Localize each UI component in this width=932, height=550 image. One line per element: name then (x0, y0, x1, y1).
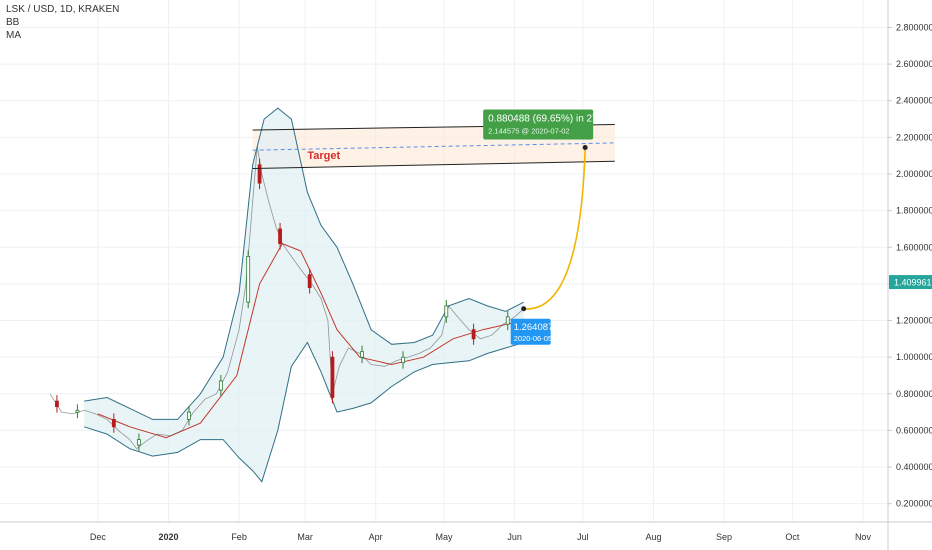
candle-body-13 (444, 305, 449, 318)
y-tick-label-12: 2.600000 (896, 59, 932, 69)
x-tick-label-8: Aug (645, 532, 661, 542)
y-tick-label-13: 2.800000 (896, 22, 932, 32)
x-tick-label-11: Nov (855, 532, 872, 542)
candle-body-4 (187, 411, 191, 420)
y-tick-label-3: 0.800000 (896, 389, 932, 399)
y-tick-label-0: 0.200000 (896, 499, 932, 509)
y-tick-label-4: 1.000000 (896, 352, 932, 362)
y-tick-label-1: 0.400000 (896, 462, 932, 472)
price-series-line (49, 146, 524, 450)
candle-body-1 (75, 409, 80, 413)
candle-body-3 (136, 439, 141, 446)
y-tick-label-5: 1.200000 (896, 316, 932, 326)
candle-body-9 (307, 274, 312, 288)
ma-line (97, 242, 524, 439)
symbol-title: LSK / USD, 1D, KRAKEN (6, 4, 120, 15)
candle-body-12 (401, 356, 405, 364)
target-mid-line (252, 142, 615, 151)
x-tick-label-3: Mar (297, 532, 313, 542)
candle-body-0 (55, 400, 59, 408)
candle-body-15 (505, 316, 510, 325)
x-tick-label-9: Sep (716, 532, 732, 542)
candle-body-8 (278, 228, 282, 245)
candle-body-7 (257, 164, 262, 184)
start-label-box (510, 318, 551, 345)
y-tick-label-2: 0.600000 (896, 425, 932, 435)
candle-body-11 (360, 351, 364, 358)
target-label: Target (307, 150, 340, 162)
start-price-text: 1.264087 (514, 322, 554, 333)
last-price-text: 1.409961 (894, 278, 932, 288)
bb-fill (84, 108, 524, 482)
y-tick-label-8: 1.800000 (896, 206, 932, 216)
measure-sub-text: 2.144575 @ 2020-07-02 (488, 127, 569, 136)
measure-label-text: 0.880488 (69.65%) in 27d (488, 114, 603, 125)
x-tick-label-2: Feb (231, 532, 247, 542)
y-tick-label-7: 1.600000 (896, 242, 932, 252)
indicator-bb-label[interactable]: BB (6, 17, 20, 28)
indicator-ma-label[interactable]: MA (6, 30, 21, 41)
y-tick-label-11: 2.400000 (896, 96, 932, 106)
x-tick-label-4: Apr (369, 532, 383, 542)
projection-end-dot (582, 145, 588, 151)
measure-label-box (483, 109, 594, 140)
projection-start-dot (521, 306, 527, 312)
candle-body-2 (111, 419, 116, 428)
candle-body-5 (218, 380, 223, 391)
target-lower-line (252, 160, 615, 169)
bb-lower-line (84, 341, 524, 483)
candle-body-14 (471, 329, 476, 340)
x-tick-label-5: May (435, 532, 453, 542)
x-tick-label-7: Jul (577, 532, 589, 542)
start-date-text: 2020-06-05 (514, 334, 552, 343)
last-price-tag (889, 275, 932, 290)
x-tick-label-0: Dec (90, 532, 107, 542)
y-tick-label-9: 2.000000 (896, 169, 932, 179)
x-tick-label-1: 2020 (158, 532, 178, 542)
y-tick-label-10: 2.200000 (896, 132, 932, 142)
projection-curve (523, 147, 586, 310)
x-tick-label-6: Jun (507, 532, 522, 542)
candle-body-6 (246, 256, 251, 303)
candle-body-10 (330, 356, 335, 398)
x-tick-label-10: Oct (785, 532, 800, 542)
